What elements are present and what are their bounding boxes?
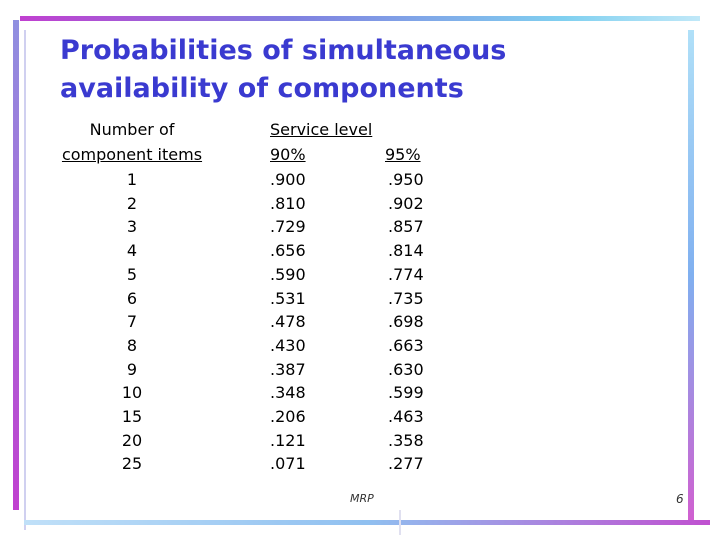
probability: .599 (388, 383, 424, 403)
probability: .531 (270, 288, 306, 308)
probability: .463 (388, 407, 424, 426)
probability: .810 (270, 193, 306, 213)
subheader: 90% (270, 145, 306, 164)
probability: .950 (388, 170, 424, 189)
probability: .348 (270, 383, 306, 403)
row-count: 15 (121, 407, 143, 426)
probability: .729 (270, 217, 306, 237)
probability: .814 (388, 241, 424, 261)
row-count: 10 (121, 383, 143, 403)
row-count: 5 (126, 264, 138, 284)
probability: .206 (270, 407, 306, 426)
footer-label: MRP (350, 492, 374, 505)
probability: .656 (270, 241, 306, 261)
row-count: 1 (126, 170, 138, 189)
probability: .663 (388, 335, 424, 355)
group-header: Service level (270, 120, 373, 139)
page-number: 6 (676, 492, 684, 506)
probability: .358 (388, 430, 424, 450)
probability: .900 (270, 170, 306, 189)
right-bar (688, 30, 694, 520)
title-line: Probabilities of simultaneous (60, 35, 507, 66)
probability: .430 (270, 335, 306, 355)
probability: .071 (270, 454, 306, 474)
column-header: Number of (89, 120, 175, 139)
probability: .698 (388, 312, 424, 332)
probability: .857 (388, 217, 424, 237)
subheader: 95% (385, 145, 421, 164)
probability: .121 (270, 430, 306, 450)
row-count: 3 (126, 217, 138, 237)
probability: .590 (270, 264, 306, 284)
row-count: 4 (126, 241, 138, 261)
probability: .387 (270, 359, 306, 379)
probability: .774 (388, 264, 424, 284)
row-count: 6 (126, 288, 138, 308)
row-count: 9 (126, 359, 138, 379)
left-bar-thin (24, 30, 26, 530)
title-line: availability of components (60, 73, 464, 104)
probability: .277 (388, 454, 424, 474)
row-count: 25 (121, 454, 143, 474)
top-bar (20, 16, 700, 21)
probability: .902 (388, 193, 424, 213)
left-bar (13, 20, 19, 510)
row-count: 20 (121, 430, 143, 450)
probability: .735 (388, 288, 424, 308)
bottom-bar (24, 520, 710, 525)
column-header: component items (61, 145, 203, 164)
bottom-bar-divider (399, 510, 401, 535)
row-count: 8 (126, 335, 138, 355)
row-count: 2 (126, 193, 138, 213)
probability: .478 (270, 312, 306, 332)
row-count: 7 (126, 312, 138, 332)
probability: .630 (388, 359, 424, 379)
